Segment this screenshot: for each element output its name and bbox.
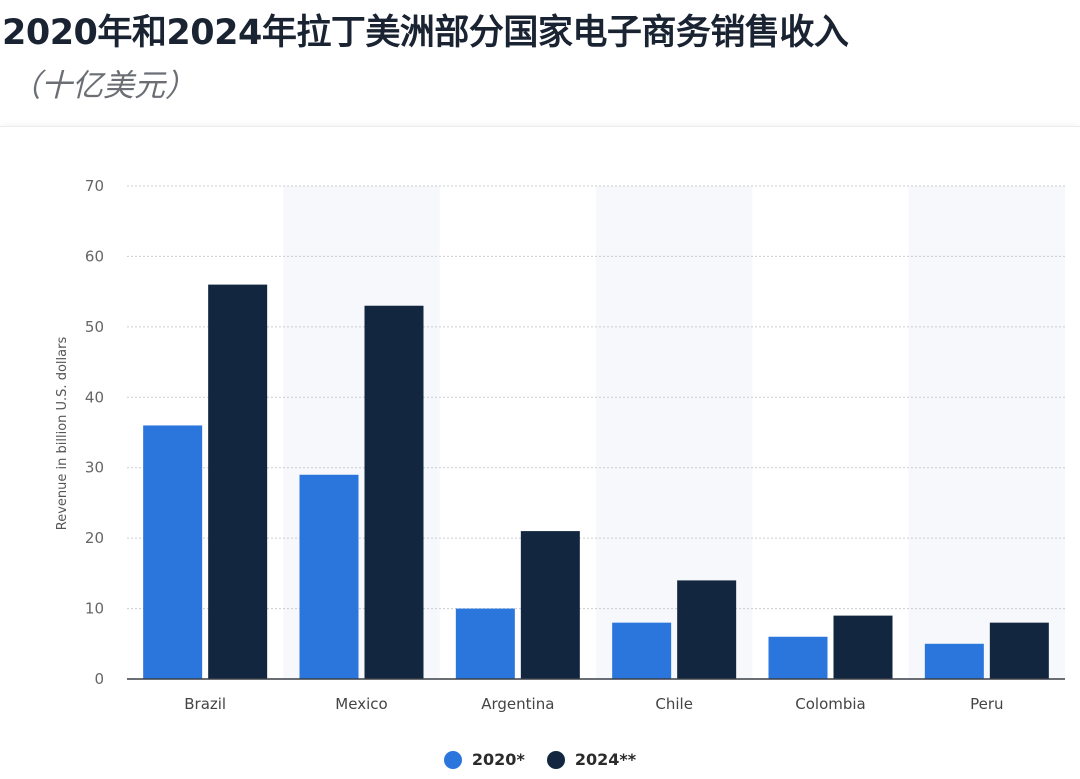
y-tick-label: 70 <box>85 177 104 195</box>
legend-label-2020: 2020* <box>471 750 525 769</box>
bar-peru-2020[interactable] <box>924 643 984 679</box>
bar-brazil-2020[interactable] <box>143 425 203 679</box>
x-tick-label: Argentina <box>481 695 554 713</box>
bar-colombia-2024[interactable] <box>833 615 893 679</box>
y-tick-label: 30 <box>85 459 104 477</box>
legend-item-2024[interactable]: 2024** <box>546 750 637 769</box>
x-tick-label: Colombia <box>795 695 866 713</box>
bar-argentina-2024[interactable] <box>520 531 580 679</box>
y-tick-label: 20 <box>85 529 104 547</box>
x-axis-ticks: Brazil Mexico Argentina Chile Colombia Peru <box>184 695 1003 713</box>
x-tick-label: Chile <box>655 695 693 713</box>
bar-brazil-2024[interactable] <box>208 284 268 679</box>
legend-label-2024: 2024** <box>574 750 637 769</box>
grid-lines <box>127 185 1065 610</box>
legend-swatch-2020 <box>443 750 462 769</box>
legend: 2020* 2024** <box>0 750 1080 769</box>
legend-item-2020[interactable]: 2020* <box>443 750 525 769</box>
y-tick-label: 40 <box>85 388 104 406</box>
y-tick-label: 60 <box>85 247 104 265</box>
bar-chile-2024[interactable] <box>677 580 737 679</box>
y-axis-label: Revenue in billion U.S. dollars <box>55 337 70 531</box>
y-tick-label: 0 <box>94 670 104 688</box>
x-tick-label: Brazil <box>184 695 226 713</box>
chart-title: 2020年和2024年拉丁美洲部分国家电子商务销售收入 <box>2 13 849 53</box>
bar-mexico-2024[interactable] <box>364 305 424 679</box>
bar-chile-2020[interactable] <box>612 622 672 679</box>
y-axis-ticks: 0 10 20 30 40 50 60 70 <box>85 177 104 688</box>
legend-swatch-2024 <box>546 750 565 769</box>
bar-mexico-2020[interactable] <box>299 474 359 679</box>
bar-peru-2024[interactable] <box>989 622 1049 679</box>
bars <box>143 284 1049 679</box>
bar-argentina-2020[interactable] <box>455 608 515 679</box>
x-tick-label: Mexico <box>335 695 387 713</box>
category-band <box>908 186 1065 679</box>
y-tick-label: 10 <box>85 600 104 618</box>
x-tick-label: Peru <box>970 695 1003 713</box>
y-tick-label: 50 <box>85 318 104 336</box>
bar-colombia-2020[interactable] <box>768 636 828 679</box>
chart-subtitle: （十亿美元） <box>10 68 196 104</box>
